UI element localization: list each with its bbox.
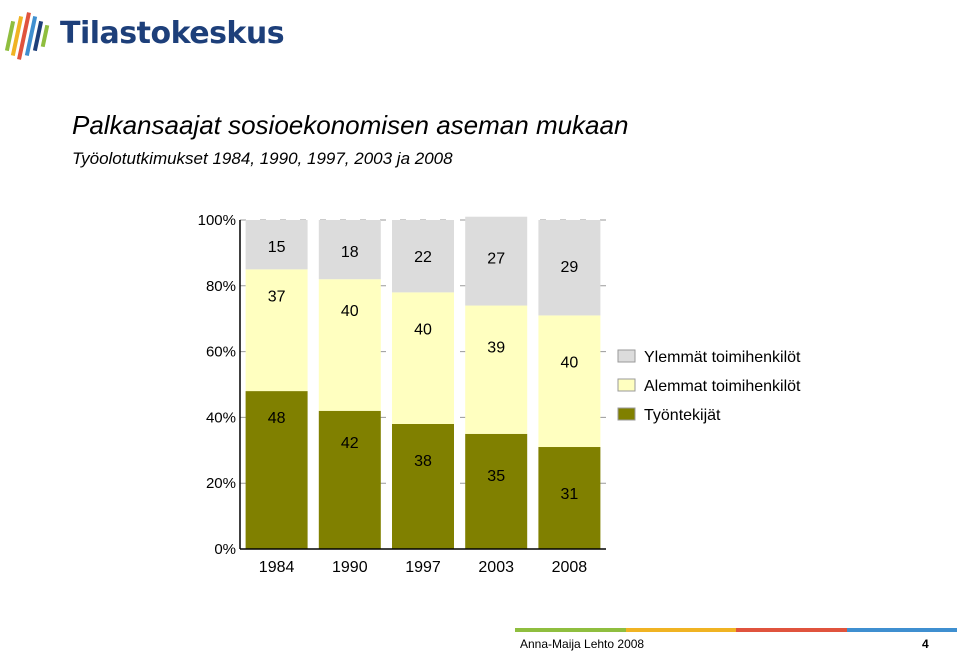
- logo-bar: [17, 12, 31, 60]
- bar-segment: [465, 305, 528, 434]
- data-label: 39: [487, 340, 505, 357]
- bar-segment: [392, 292, 454, 424]
- x-tick-label: 2008: [552, 559, 588, 576]
- legend-label: Työntekijät: [644, 407, 721, 424]
- footer-line-segment: [736, 628, 847, 632]
- chart-subtitle: Työolotutkimukset 1984, 1990, 1997, 2003…: [72, 149, 453, 168]
- y-tick-label: 40%: [206, 409, 236, 426]
- data-label: 29: [561, 259, 579, 276]
- data-label: 48: [268, 410, 286, 427]
- logo-bar: [4, 20, 16, 52]
- logo-bar: [24, 16, 38, 56]
- logo-bar: [32, 20, 44, 52]
- bar-segment: [465, 433, 528, 549]
- x-tick-label: 1997: [405, 559, 441, 576]
- x-tick-label: 2003: [478, 559, 514, 576]
- logo-bar: [10, 16, 24, 56]
- tilastokeskus-logo: Tilastokeskus: [4, 4, 285, 60]
- x-tick-label: 1990: [332, 559, 368, 576]
- y-tick-label: 20%: [206, 475, 236, 492]
- data-label: 42: [341, 435, 359, 452]
- data-label: 18: [341, 244, 359, 261]
- data-label: 40: [561, 354, 579, 371]
- data-label: 40: [341, 303, 359, 320]
- bar-segment: [245, 391, 308, 549]
- bar-segment: [392, 423, 454, 549]
- data-label: 35: [487, 468, 505, 485]
- page-number: 4: [922, 637, 929, 651]
- y-tick-label: 100%: [198, 212, 236, 229]
- data-label: 37: [268, 288, 286, 305]
- data-label: 38: [414, 453, 432, 470]
- legend-swatch: [617, 378, 636, 392]
- legend-swatch: [617, 407, 636, 421]
- data-label: 40: [414, 321, 432, 338]
- bar-segment: [538, 447, 601, 549]
- bar-segment: [245, 269, 308, 392]
- data-label: 15: [268, 239, 286, 256]
- footer-line-segment: [625, 628, 736, 632]
- footer-line-segment: [846, 628, 957, 632]
- data-label: 22: [414, 249, 432, 266]
- stacked-bar-chart: 0% 20% 40% 60% 80% 100% 48 37 15 1984 42 40 18 1990 38…: [198, 212, 801, 576]
- y-tick-label: 60%: [206, 344, 236, 361]
- footer-line-segment: [515, 628, 626, 632]
- y-tick-label: 0%: [214, 541, 236, 558]
- logo-text: Tilastokeskus: [60, 16, 285, 51]
- bar-segment: [392, 220, 454, 293]
- bar-segment: [318, 220, 381, 280]
- footer-color-line: [515, 628, 957, 632]
- y-tick-label: 80%: [206, 278, 236, 295]
- data-label: 27: [487, 251, 505, 268]
- legend-label: Ylemmät toimihenkilöt: [644, 349, 801, 366]
- logo-bar: [40, 24, 50, 48]
- logo-mark-icon: [4, 12, 50, 60]
- bar-segment: [538, 315, 601, 448]
- bar-segment: [318, 410, 381, 549]
- x-tick-label: 1984: [259, 559, 295, 576]
- data-label: 31: [561, 486, 579, 503]
- bar-segment: [538, 220, 601, 316]
- bar-segment: [465, 216, 528, 306]
- chart-title: Palkansaajat sosioekonomisen aseman muka…: [72, 110, 629, 140]
- footer-author: Anna-Maija Lehto 2008: [520, 637, 645, 651]
- bar-segment: [318, 279, 381, 411]
- legend-label: Alemmat toimihenkilöt: [644, 378, 801, 395]
- legend-swatch: [617, 349, 636, 363]
- bar-segment: [245, 220, 308, 270]
